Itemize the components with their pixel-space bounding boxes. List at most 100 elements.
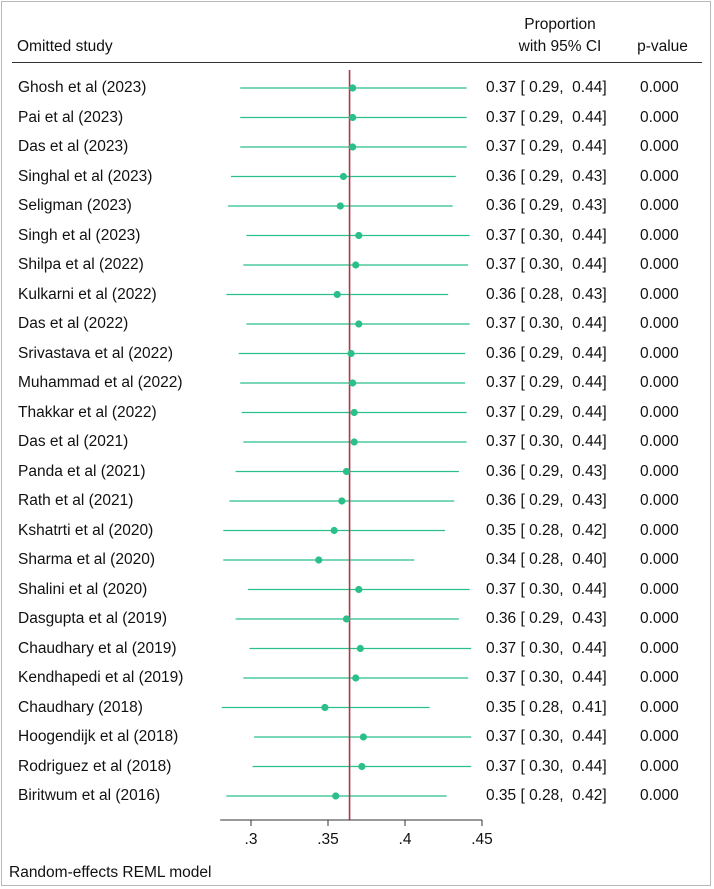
p-value: 0.000 <box>640 462 679 480</box>
p-value: 0.000 <box>640 315 679 332</box>
estimate-marker <box>358 762 366 771</box>
ci-text: 0.36 [ 0.29, 0.43] <box>486 492 607 509</box>
model-footnote: Random-effects REML model <box>9 864 212 881</box>
study-label: Singhal et al (2023) <box>18 167 153 185</box>
estimate-marker <box>356 644 364 653</box>
ci-text: 0.37 [ 0.30, 0.44] <box>486 580 607 598</box>
estimate-marker <box>336 202 344 210</box>
study-label: Hoogendijk et al (2018) <box>18 728 179 745</box>
estimate-marker <box>342 467 351 476</box>
ci-text: 0.37 [ 0.29, 0.44] <box>486 374 607 391</box>
ci-text: 0.36 [ 0.28, 0.43] <box>486 285 607 303</box>
ci-text: 0.37 [ 0.30, 0.44] <box>486 315 607 332</box>
p-value: 0.000 <box>640 79 679 96</box>
study-label: Muhammad et al (2022) <box>18 374 183 391</box>
estimate-marker <box>342 615 351 623</box>
p-value: 0.000 <box>640 728 679 745</box>
marker-layer <box>315 84 368 800</box>
study-label: Kshatrti et al (2020) <box>18 521 154 539</box>
estimate-marker <box>339 172 347 181</box>
study-label: Seligman (2023) <box>18 197 132 214</box>
p-value: 0.000 <box>640 433 679 450</box>
p-value: 0.000 <box>640 344 679 362</box>
study-label: Rath et al (2021) <box>18 492 134 509</box>
study-label: Das et al (2022) <box>18 315 129 332</box>
study-label: Das et al (2021) <box>18 433 129 450</box>
study-label: Chaudhary (2018) <box>18 698 143 716</box>
x-tick-label: .3 <box>245 831 258 848</box>
omitted-study-header: Omitted study <box>17 38 113 55</box>
ci-text: 0.37 [ 0.30, 0.44] <box>486 433 607 450</box>
ci-text: 0.37 [ 0.30, 0.44] <box>486 728 607 745</box>
p-value: 0.000 <box>640 551 679 568</box>
x-tick-label: .45 <box>471 831 493 848</box>
study-label: Srivastava et al (2022) <box>18 344 174 362</box>
p-value: 0.000 <box>640 197 679 214</box>
x-tick-label: .35 <box>317 831 339 848</box>
p-value: 0.000 <box>640 167 679 185</box>
ci-text: 0.37 [ 0.30, 0.44] <box>486 256 607 273</box>
estimate-marker <box>355 585 363 594</box>
p-value: 0.000 <box>640 374 679 391</box>
study-label: Shilpa et al (2022) <box>18 256 144 273</box>
p-value: 0.000 <box>640 285 679 303</box>
p-value: 0.000 <box>640 108 679 126</box>
study-label: Rodriguez et al (2018) <box>18 757 172 775</box>
x-axis-ticks: .3 .35 .4 .45 <box>245 820 493 848</box>
ci-text: 0.36 [ 0.29, 0.43] <box>486 197 607 214</box>
ci-text: 0.34 [ 0.28, 0.40] <box>486 551 607 568</box>
ci-text: 0.35 [ 0.28, 0.41] <box>486 698 607 716</box>
ci-text: 0.37 [ 0.30, 0.44] <box>486 669 607 686</box>
ci-text: 0.36 [ 0.29, 0.43] <box>486 167 607 185</box>
estimate-marker <box>349 143 357 151</box>
proportion-header-line2: with 95% CI <box>518 38 602 55</box>
study-label: Shalini et al (2020) <box>18 580 148 598</box>
study-label: Kendhapedi et al (2019) <box>18 669 184 686</box>
estimate-marker <box>350 408 358 417</box>
p-value: 0.000 <box>640 698 679 716</box>
x-tick-label: .4 <box>399 831 412 848</box>
p-value: 0.000 <box>640 138 679 155</box>
p-value: 0.000 <box>640 521 679 539</box>
ci-text: 0.37 [ 0.29, 0.44] <box>486 138 607 155</box>
p-value: 0.000 <box>640 757 679 775</box>
estimate-marker <box>349 379 357 387</box>
study-label: Das et al (2023) <box>18 138 129 155</box>
p-value: 0.000 <box>640 492 679 509</box>
ci-text: 0.36 [ 0.29, 0.44] <box>486 344 607 362</box>
p-value: 0.000 <box>640 256 679 273</box>
study-label: Chaudhary et al (2019) <box>18 639 177 657</box>
ci-text: 0.37 [ 0.30, 0.44] <box>486 757 607 775</box>
ci-text: 0.36 [ 0.29, 0.43] <box>486 462 607 480</box>
p-value: 0.000 <box>640 669 679 686</box>
p-value: 0.000 <box>640 610 679 627</box>
ci-text: 0.36 [ 0.29, 0.43] <box>486 610 607 627</box>
pvalue-header: p-value <box>637 38 688 55</box>
study-label: Biritwum et al (2016) <box>18 787 161 804</box>
estimate-marker <box>352 261 360 269</box>
study-label: Ghosh et al (2023) <box>18 79 147 96</box>
estimate-marker <box>350 438 358 446</box>
estimate-marker <box>355 231 363 240</box>
study-label: Thakkar et al (2022) <box>18 403 157 421</box>
proportion-header-line1: Proportion <box>524 16 596 33</box>
estimate-marker <box>315 556 323 564</box>
estimate-marker <box>347 349 355 358</box>
estimate-marker <box>355 320 363 328</box>
ci-text: 0.37 [ 0.29, 0.44] <box>486 403 607 421</box>
estimate-marker <box>338 497 346 505</box>
study-label: Singh et al (2023) <box>18 226 141 244</box>
ci-text: 0.35 [ 0.28, 0.42] <box>486 521 607 539</box>
study-label: Kulkarni et al (2022) <box>18 285 157 303</box>
ci-text: 0.37 [ 0.29, 0.44] <box>486 108 607 126</box>
study-label: Sharma et al (2020) <box>18 551 155 568</box>
header-rule <box>12 62 702 63</box>
p-value: 0.000 <box>640 580 679 598</box>
ci-text: 0.37 [ 0.30, 0.44] <box>486 639 607 657</box>
p-value: 0.000 <box>640 639 679 657</box>
study-label: Pai et al (2023) <box>18 108 124 126</box>
study-label: Dasgupta et al (2019) <box>18 610 168 627</box>
